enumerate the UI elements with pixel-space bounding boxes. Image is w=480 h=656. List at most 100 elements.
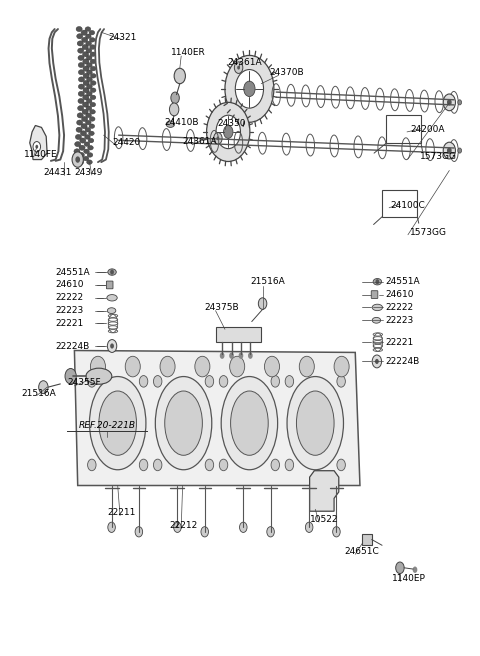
Circle shape	[87, 459, 96, 471]
Ellipse shape	[82, 109, 88, 114]
Text: 24321: 24321	[108, 33, 137, 42]
Ellipse shape	[86, 70, 92, 75]
Ellipse shape	[82, 45, 88, 50]
Circle shape	[154, 376, 162, 387]
Circle shape	[174, 522, 181, 533]
Ellipse shape	[78, 70, 84, 75]
Ellipse shape	[90, 45, 96, 49]
Circle shape	[443, 94, 456, 111]
Ellipse shape	[86, 99, 92, 103]
Bar	[362, 534, 372, 545]
Ellipse shape	[83, 59, 89, 64]
Circle shape	[219, 459, 228, 471]
Ellipse shape	[90, 95, 96, 100]
Circle shape	[139, 376, 148, 387]
Ellipse shape	[165, 391, 203, 455]
Circle shape	[299, 356, 314, 377]
Ellipse shape	[90, 102, 96, 107]
Circle shape	[337, 459, 346, 471]
Ellipse shape	[86, 63, 92, 68]
Ellipse shape	[83, 102, 89, 107]
Ellipse shape	[90, 81, 96, 85]
Ellipse shape	[86, 92, 92, 96]
Ellipse shape	[166, 121, 175, 127]
Circle shape	[36, 145, 38, 149]
Polygon shape	[310, 471, 339, 511]
Text: 24551A: 24551A	[386, 277, 420, 286]
Ellipse shape	[230, 391, 268, 455]
Circle shape	[139, 459, 148, 471]
Text: 22212: 22212	[169, 521, 198, 530]
Text: 22224B: 22224B	[386, 357, 420, 366]
Circle shape	[396, 562, 404, 573]
Text: 1140EP: 1140EP	[392, 574, 425, 583]
Text: 24375B: 24375B	[205, 303, 240, 312]
Polygon shape	[74, 350, 360, 485]
Text: 24551A: 24551A	[56, 268, 90, 277]
Ellipse shape	[89, 37, 95, 42]
Circle shape	[244, 81, 255, 96]
Circle shape	[447, 99, 452, 106]
Ellipse shape	[86, 106, 92, 110]
Circle shape	[75, 156, 80, 163]
Circle shape	[225, 55, 274, 122]
Ellipse shape	[108, 269, 116, 276]
Circle shape	[264, 356, 279, 377]
Circle shape	[65, 369, 76, 384]
Ellipse shape	[76, 26, 82, 31]
FancyBboxPatch shape	[371, 291, 378, 298]
Circle shape	[216, 136, 219, 140]
Bar	[386, 115, 421, 144]
Circle shape	[205, 459, 214, 471]
Ellipse shape	[372, 304, 383, 311]
Circle shape	[337, 376, 346, 387]
Polygon shape	[30, 125, 47, 159]
Ellipse shape	[78, 48, 84, 53]
Circle shape	[267, 527, 275, 537]
Ellipse shape	[89, 377, 146, 470]
Text: 24370B: 24370B	[270, 68, 304, 77]
Text: 22222: 22222	[56, 293, 84, 302]
Ellipse shape	[77, 113, 83, 118]
Ellipse shape	[77, 159, 84, 165]
Ellipse shape	[81, 30, 87, 35]
Ellipse shape	[85, 27, 91, 31]
Ellipse shape	[89, 124, 95, 129]
Ellipse shape	[90, 59, 96, 64]
Text: 1140FE: 1140FE	[24, 150, 57, 159]
Ellipse shape	[78, 98, 84, 104]
Text: 21516A: 21516A	[21, 389, 56, 398]
Circle shape	[229, 352, 234, 359]
Circle shape	[216, 115, 240, 149]
Text: 24410B: 24410B	[164, 118, 198, 127]
Text: REF.20-221B: REF.20-221B	[79, 421, 136, 430]
Ellipse shape	[107, 295, 117, 301]
Circle shape	[108, 340, 117, 352]
Text: 1573GG: 1573GG	[410, 228, 447, 237]
Ellipse shape	[75, 142, 81, 147]
Circle shape	[447, 148, 452, 154]
Circle shape	[220, 352, 225, 359]
Circle shape	[72, 152, 84, 167]
Circle shape	[87, 376, 96, 387]
Ellipse shape	[221, 377, 277, 470]
Circle shape	[285, 459, 294, 471]
Ellipse shape	[82, 116, 88, 121]
Ellipse shape	[372, 318, 381, 323]
Ellipse shape	[80, 138, 86, 143]
Ellipse shape	[78, 62, 84, 68]
Ellipse shape	[78, 152, 84, 157]
Text: 24350: 24350	[218, 119, 246, 128]
Ellipse shape	[85, 34, 91, 39]
Ellipse shape	[83, 73, 89, 78]
Ellipse shape	[297, 391, 334, 455]
Circle shape	[229, 356, 245, 377]
Ellipse shape	[86, 56, 92, 60]
Ellipse shape	[78, 77, 84, 82]
Ellipse shape	[86, 113, 91, 117]
Ellipse shape	[86, 85, 92, 89]
Circle shape	[214, 133, 222, 144]
Circle shape	[108, 522, 115, 533]
Text: 24651C: 24651C	[344, 547, 379, 556]
Circle shape	[248, 352, 252, 359]
